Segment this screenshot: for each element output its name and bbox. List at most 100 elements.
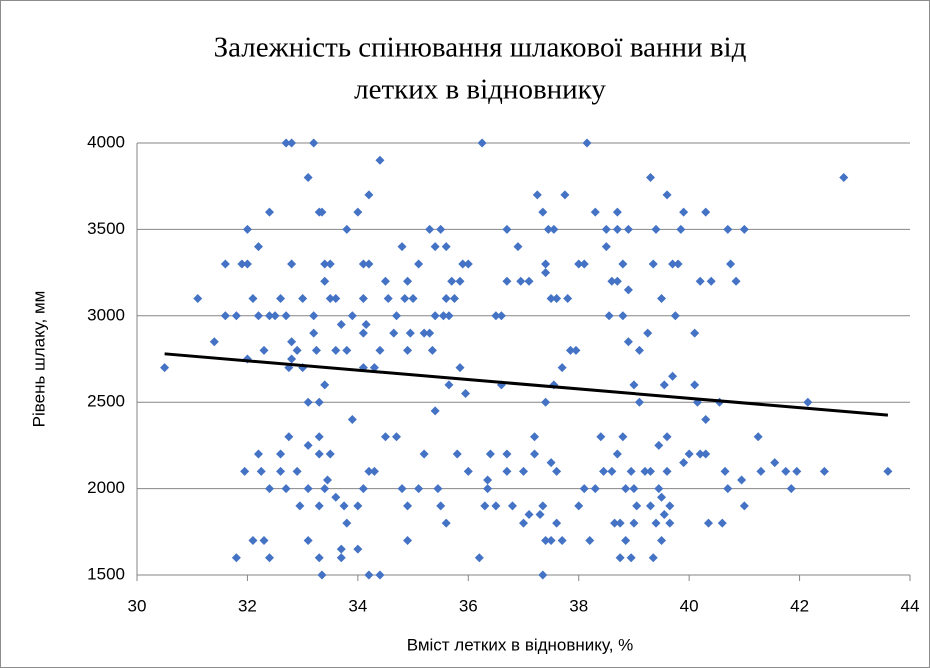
data-point <box>717 518 727 528</box>
data-point <box>364 570 374 580</box>
data-point <box>375 345 385 355</box>
chart-title: Залежність спінювання шлакової ванни від <box>214 32 747 64</box>
data-point <box>739 224 749 234</box>
data-point <box>248 535 258 545</box>
data-point <box>322 475 332 485</box>
data-point <box>621 535 631 545</box>
data-point <box>491 501 501 511</box>
data-point <box>574 259 584 269</box>
data-point <box>314 501 324 511</box>
data-point <box>538 501 548 511</box>
data-point <box>607 276 617 286</box>
data-point <box>770 458 780 468</box>
data-point <box>342 518 352 528</box>
data-point <box>447 276 457 286</box>
data-point <box>552 518 562 528</box>
data-point <box>502 466 512 476</box>
data-point <box>375 155 385 165</box>
x-tick-label: 38 <box>569 596 588 615</box>
data-point <box>737 475 747 485</box>
data-point <box>419 449 429 459</box>
data-point <box>444 311 454 321</box>
x-tick-label: 44 <box>901 596 920 615</box>
data-point <box>309 138 319 148</box>
data-point <box>610 518 620 528</box>
data-point <box>552 466 562 476</box>
data-point <box>565 345 575 355</box>
data-point <box>651 224 661 234</box>
data-point <box>242 224 252 234</box>
data-point <box>654 440 664 450</box>
x-tick-label: 34 <box>348 596 367 615</box>
data-point <box>331 294 341 304</box>
data-point <box>643 328 653 338</box>
data-point <box>615 518 625 528</box>
data-point <box>701 207 711 217</box>
data-point <box>287 337 297 347</box>
data-point <box>276 294 286 304</box>
data-point <box>623 337 633 347</box>
data-point <box>524 510 534 520</box>
data-point <box>392 432 402 442</box>
data-point <box>491 311 501 321</box>
data-point <box>596 432 606 442</box>
data-point <box>400 294 410 304</box>
data-point <box>695 449 705 459</box>
data-point <box>803 397 813 407</box>
data-point <box>455 276 465 286</box>
data-point <box>314 397 324 407</box>
data-point <box>259 535 269 545</box>
data-point <box>430 242 440 252</box>
data-point <box>618 311 628 321</box>
data-point <box>756 466 766 476</box>
data-point <box>389 328 399 338</box>
data-point <box>314 432 324 442</box>
data-point <box>320 484 330 494</box>
data-point <box>281 138 291 148</box>
data-point <box>615 553 625 563</box>
data-point <box>265 484 275 494</box>
data-point <box>590 484 600 494</box>
data-point <box>311 345 321 355</box>
data-point <box>265 311 275 321</box>
data-point <box>753 432 763 442</box>
data-point <box>604 311 614 321</box>
data-point <box>281 311 291 321</box>
data-point <box>425 328 435 338</box>
data-point <box>369 363 379 373</box>
x-tick-label: 40 <box>680 596 699 615</box>
data-point <box>579 259 589 269</box>
data-point <box>657 492 667 502</box>
data-point <box>463 259 473 269</box>
data-point <box>819 466 829 476</box>
data-point <box>538 570 548 580</box>
data-point <box>541 397 551 407</box>
data-point <box>543 224 553 234</box>
data-point <box>231 311 241 321</box>
data-point <box>574 501 584 511</box>
data-point <box>449 294 459 304</box>
data-point <box>265 207 275 217</box>
data-point <box>590 207 600 217</box>
data-point <box>259 345 269 355</box>
data-point <box>331 345 341 355</box>
data-point <box>397 242 407 252</box>
data-point <box>358 259 368 269</box>
data-point <box>607 466 617 476</box>
data-point <box>403 501 413 511</box>
data-point <box>612 449 622 459</box>
data-point <box>552 294 562 304</box>
data-point <box>662 466 672 476</box>
data-point <box>701 449 711 459</box>
data-point <box>502 224 512 234</box>
data-point <box>634 397 644 407</box>
data-point <box>317 207 327 217</box>
data-point <box>320 259 330 269</box>
data-point <box>292 466 302 476</box>
data-point <box>645 466 655 476</box>
data-point <box>160 363 170 373</box>
data-point <box>618 432 628 442</box>
data-point <box>519 466 528 476</box>
data-point <box>731 276 741 286</box>
